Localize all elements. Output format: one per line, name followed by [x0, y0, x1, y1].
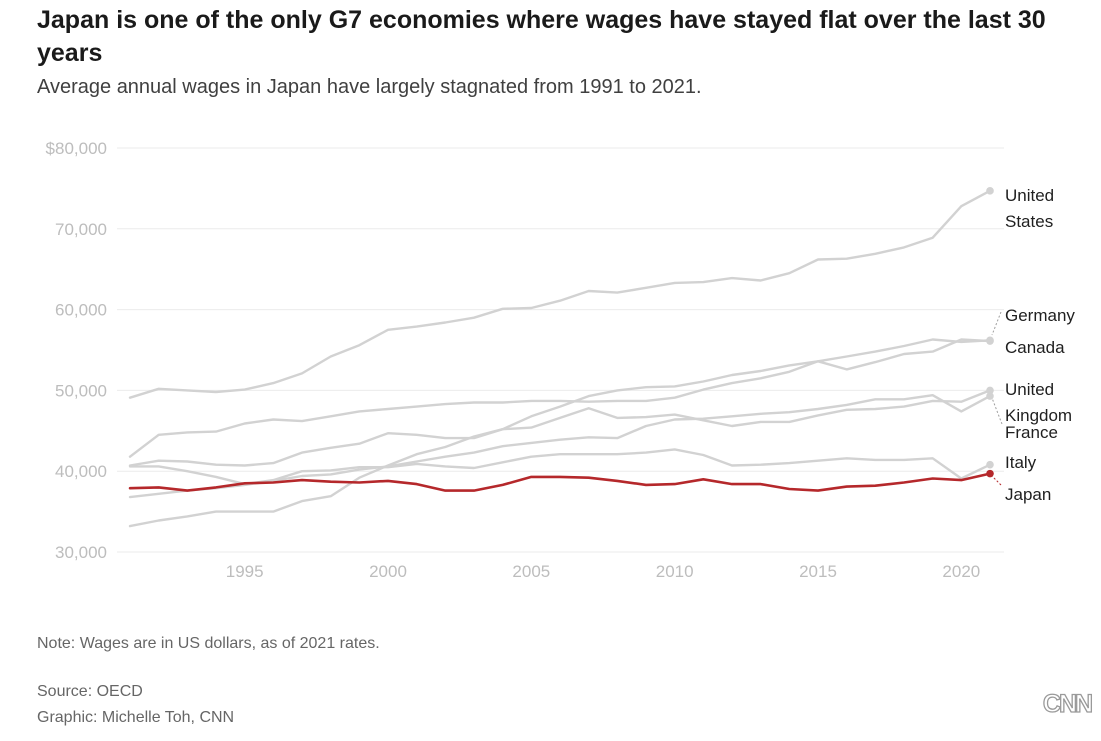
cnn-logo-text: CNN: [1043, 690, 1092, 718]
series-label-germany: Germany: [1005, 306, 1075, 325]
series-line-japan: [128, 472, 992, 492]
series-label-japan: Japan: [1005, 485, 1051, 504]
x-tick-label: 1995: [226, 562, 264, 581]
series-line-united-kingdom: [128, 338, 992, 528]
x-tick-label: 2000: [369, 562, 407, 581]
series-end-point-italy: [986, 460, 994, 469]
series-line-canada: [128, 338, 992, 458]
series-labels: United States Germany Canada United KingdomFr…: [991, 186, 1075, 504]
y-tick-label: 30,000: [55, 543, 107, 562]
cnn-logo: CNN: [1042, 689, 1094, 718]
y-tick-label: 70,000: [55, 220, 107, 239]
y-tick-label: 60,000: [55, 301, 107, 320]
chart-subtitle: Average annual wages in Japan have large…: [37, 76, 702, 98]
series-line-italy: [128, 448, 992, 486]
chart-note: Note: Wages are in US dollars, as of 202…: [37, 635, 380, 652]
series-label-italy: Italy: [1005, 453, 1037, 472]
series-label-canada: Canada: [1005, 338, 1065, 357]
label-leader-france: [991, 397, 1003, 425]
x-axis-ticks: 1995 2000 2005 2010 2015 2020: [226, 562, 980, 581]
series-line-germany: [128, 389, 992, 467]
label-leader-germany: [991, 311, 1002, 336]
chart-title: Japan is one of the only G7 economies wh…: [37, 6, 1046, 67]
chart-source: Source: OECD: [37, 683, 143, 700]
y-axis-ticks: 30,000 40,000 50,000 60,000 70,000 $80,000: [46, 139, 107, 562]
series-label-united-states: United States: [1005, 186, 1054, 231]
y-tick-label: 50,000: [55, 381, 107, 400]
series-end-point-united-states: [986, 187, 994, 195]
chart-credit: Graphic: Michelle Toh, CNN: [37, 709, 235, 726]
x-tick-label: 2010: [656, 562, 694, 581]
series-end-point-france: [986, 392, 994, 400]
gridlines: [117, 147, 1004, 553]
series-end-point-united-kingdom: [986, 336, 994, 345]
series-line-united-states: [128, 189, 992, 399]
x-tick-label: 2015: [799, 562, 837, 581]
series-end-point-japan: [986, 469, 994, 478]
label-leader-japan: [991, 475, 1002, 486]
series-lines: [128, 187, 994, 528]
y-tick-label: 40,000: [55, 462, 107, 481]
series-label-france: France: [1005, 423, 1058, 442]
x-tick-label: 2020: [942, 562, 980, 581]
series-end-point-germany: [986, 386, 994, 395]
series-label-united-kingdom: United Kingdom: [1005, 380, 1072, 425]
x-tick-label: 2005: [512, 562, 550, 581]
y-tick-label: $80,000: [46, 139, 107, 158]
